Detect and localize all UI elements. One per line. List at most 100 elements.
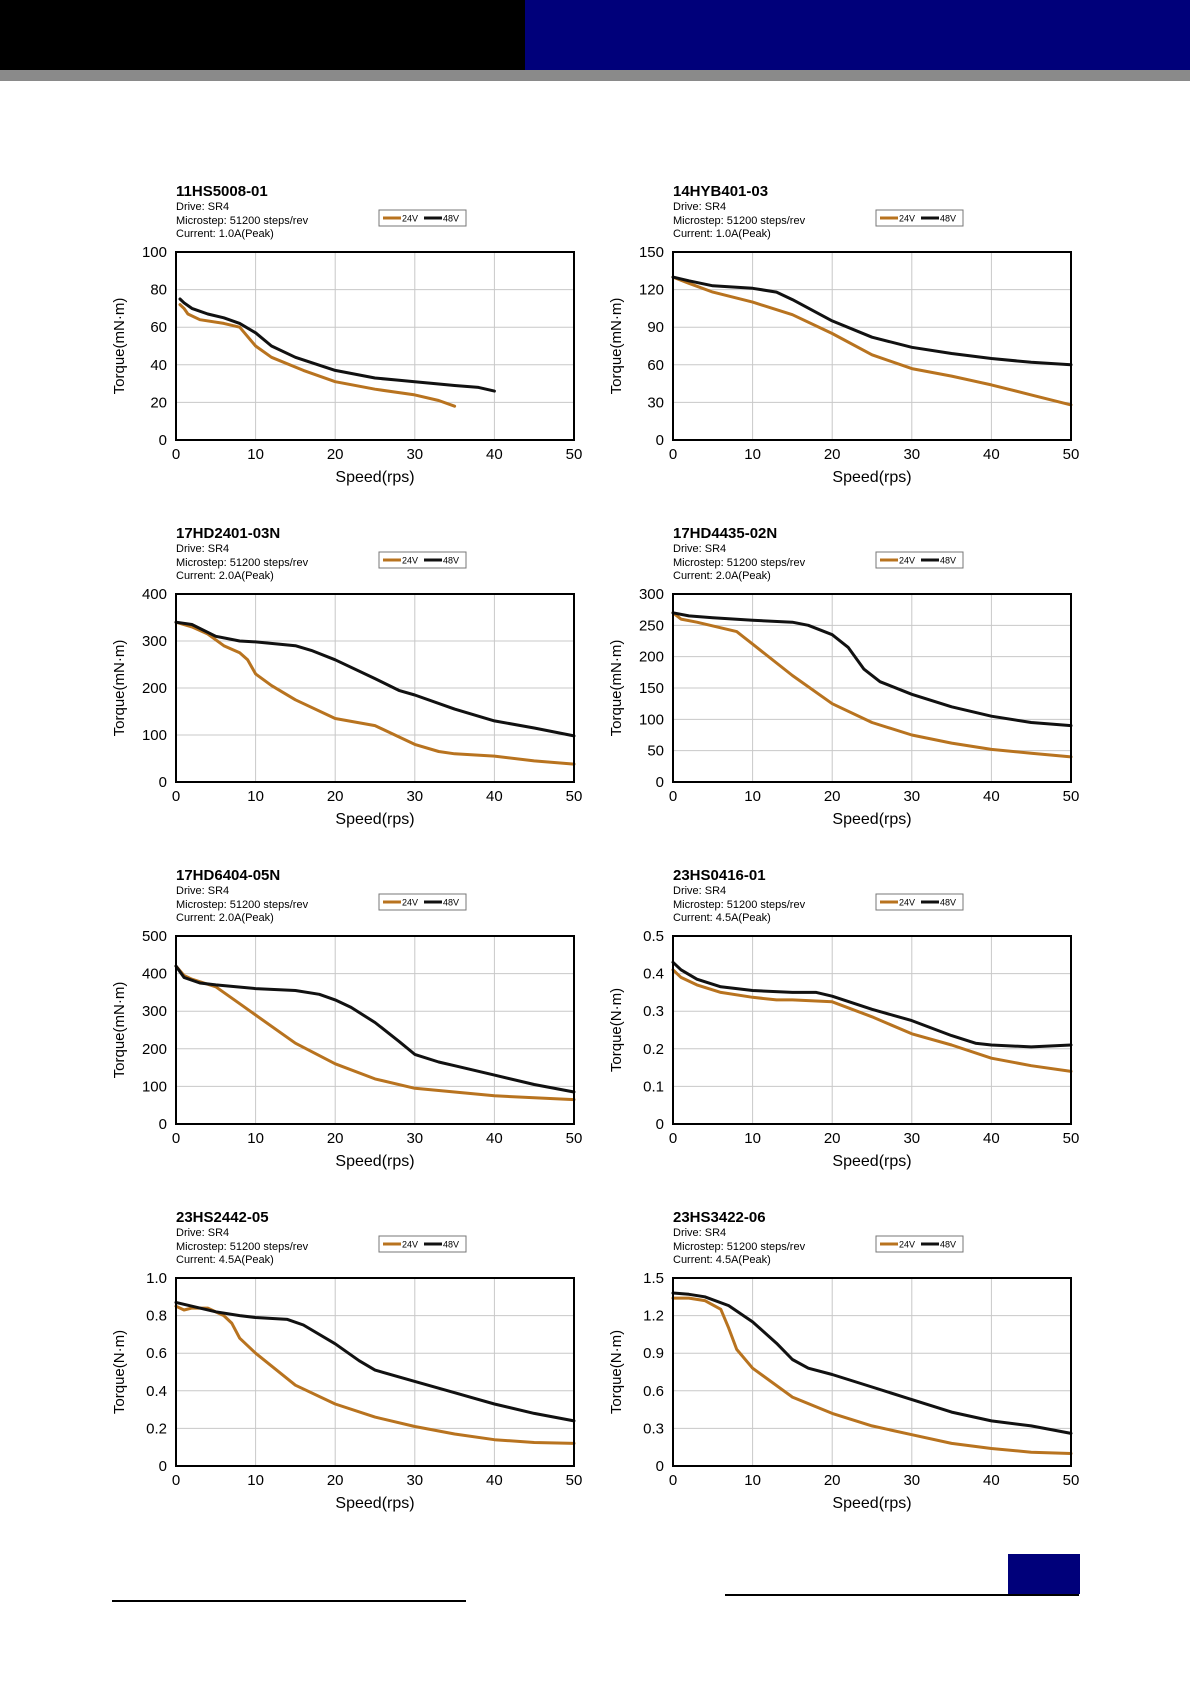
series-line-48V bbox=[671, 275, 1073, 367]
x-tick-label: 0 bbox=[172, 1130, 180, 1147]
plot-frame bbox=[175, 251, 575, 441]
y-tick-label: 100 bbox=[639, 711, 664, 728]
y-tick-label: 400 bbox=[142, 966, 167, 983]
x-tick-label: 20 bbox=[327, 1472, 344, 1489]
y-axis-label: Torque(N·m) bbox=[608, 1330, 625, 1414]
chart-drive: Drive: SR4 bbox=[176, 201, 229, 213]
y-tick-label: 0 bbox=[159, 1458, 167, 1475]
series-line-24V bbox=[178, 303, 457, 408]
x-tick-label: 30 bbox=[406, 1130, 423, 1147]
chart-microstep: Microstep: 51200 steps/rev bbox=[673, 1241, 806, 1253]
plot-frame bbox=[672, 251, 1072, 441]
x-tick-label: 20 bbox=[327, 1130, 344, 1147]
y-tick-label: 400 bbox=[142, 586, 167, 603]
y-tick-label: 0.4 bbox=[643, 966, 664, 983]
y-tick-label: 300 bbox=[142, 633, 167, 650]
chart-microstep: Microstep: 51200 steps/rev bbox=[673, 215, 806, 227]
header-black-bar bbox=[0, 0, 525, 70]
chart-drive: Drive: SR4 bbox=[176, 885, 229, 897]
x-tick-label: 30 bbox=[903, 446, 920, 463]
y-tick-label: 120 bbox=[639, 282, 664, 299]
series-line-48V bbox=[671, 1291, 1073, 1435]
chart-title: 23HS3422-06 bbox=[673, 1209, 766, 1226]
y-tick-label: 0.6 bbox=[643, 1383, 664, 1400]
y-tick-label: 0.6 bbox=[146, 1345, 167, 1362]
x-tick-label: 10 bbox=[744, 1130, 761, 1147]
chart-microstep: Microstep: 51200 steps/rev bbox=[176, 215, 309, 227]
series-line-48V bbox=[671, 960, 1073, 1049]
x-tick-label: 40 bbox=[983, 1472, 1000, 1489]
chart-drive: Drive: SR4 bbox=[673, 1227, 726, 1239]
chart-drive: Drive: SR4 bbox=[176, 543, 229, 555]
y-tick-label: 200 bbox=[639, 649, 664, 666]
y-tick-label: 0.4 bbox=[146, 1383, 167, 1400]
chart-title: 17HD6404-05N bbox=[176, 867, 280, 884]
x-tick-label: 20 bbox=[824, 788, 841, 805]
y-tick-label: 0 bbox=[656, 1458, 664, 1475]
legend-label-24v: 24V bbox=[899, 898, 915, 908]
x-axis-label: Speed(rps) bbox=[335, 469, 414, 486]
y-tick-label: 80 bbox=[150, 282, 167, 299]
chart-title: 11HS5008-01 bbox=[176, 183, 268, 200]
plot-frame bbox=[672, 935, 1072, 1125]
chart-microstep: Microstep: 51200 steps/rev bbox=[176, 899, 309, 911]
y-tick-label: 1.5 bbox=[643, 1270, 664, 1287]
y-tick-label: 250 bbox=[639, 617, 664, 634]
legend-box bbox=[875, 893, 964, 911]
y-axis-label: Torque(mN·m) bbox=[111, 298, 128, 395]
y-tick-label: 100 bbox=[142, 1078, 167, 1095]
x-tick-label: 10 bbox=[744, 1472, 761, 1489]
y-tick-label: 0.2 bbox=[146, 1420, 167, 1437]
x-tick-label: 10 bbox=[744, 788, 761, 805]
legend-box bbox=[875, 1235, 964, 1253]
chart-title: 23HS2442-05 bbox=[176, 1209, 269, 1226]
series-line-48V bbox=[178, 297, 496, 393]
x-tick-label: 50 bbox=[1063, 1472, 1080, 1489]
chart-microstep: Microstep: 51200 steps/rev bbox=[673, 557, 806, 569]
x-tick-label: 20 bbox=[824, 1472, 841, 1489]
y-tick-label: 60 bbox=[647, 357, 664, 374]
y-tick-label: 0 bbox=[656, 1116, 664, 1133]
footer-rule-left bbox=[112, 1600, 466, 1602]
legend-label-48v: 48V bbox=[443, 556, 459, 566]
chart-microstep: Microstep: 51200 steps/rev bbox=[673, 899, 806, 911]
y-tick-label: 30 bbox=[647, 394, 664, 411]
legend-label-24v: 24V bbox=[402, 214, 418, 224]
chart-drive: Drive: SR4 bbox=[176, 1227, 229, 1239]
chart-title: 17HD2401-03N bbox=[176, 525, 280, 542]
legend-label-24v: 24V bbox=[899, 214, 915, 224]
x-tick-label: 0 bbox=[669, 788, 677, 805]
y-tick-label: 0 bbox=[656, 432, 664, 449]
x-tick-label: 10 bbox=[247, 446, 264, 463]
y-tick-label: 0 bbox=[159, 774, 167, 791]
y-tick-label: 150 bbox=[639, 244, 664, 261]
y-tick-label: 0.8 bbox=[146, 1308, 167, 1325]
x-tick-label: 10 bbox=[247, 788, 264, 805]
chart-current: Current: 2.0A(Peak) bbox=[673, 570, 771, 582]
legend-box bbox=[378, 551, 467, 569]
legend-label-48v: 48V bbox=[940, 214, 956, 224]
series-line-48V bbox=[671, 611, 1073, 728]
series-line-48V bbox=[174, 964, 576, 1094]
chart-drive: Drive: SR4 bbox=[673, 201, 726, 213]
legend-label-24v: 24V bbox=[402, 556, 418, 566]
legend-label-24v: 24V bbox=[899, 556, 915, 566]
x-tick-label: 10 bbox=[247, 1472, 264, 1489]
y-tick-label: 200 bbox=[142, 680, 167, 697]
y-tick-label: 300 bbox=[639, 586, 664, 603]
x-tick-label: 30 bbox=[406, 1472, 423, 1489]
x-tick-label: 30 bbox=[406, 788, 423, 805]
x-tick-label: 50 bbox=[566, 788, 583, 805]
x-tick-label: 50 bbox=[566, 1130, 583, 1147]
x-tick-label: 0 bbox=[669, 446, 677, 463]
x-tick-label: 10 bbox=[744, 446, 761, 463]
legend-box bbox=[875, 209, 964, 227]
x-axis-label: Speed(rps) bbox=[832, 469, 911, 486]
x-tick-label: 20 bbox=[327, 446, 344, 463]
series-line-24V bbox=[671, 968, 1073, 1073]
y-tick-label: 0.5 bbox=[643, 928, 664, 945]
y-axis-label: Torque(N·m) bbox=[608, 988, 625, 1072]
header-gray-rule bbox=[0, 70, 1190, 81]
